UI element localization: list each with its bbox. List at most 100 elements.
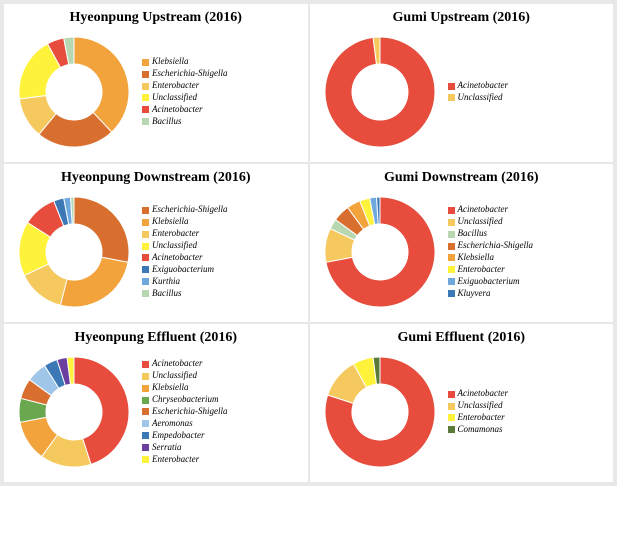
legend-label: Enterobacter [152,229,199,239]
donut-wrap [314,192,440,312]
legend-item: Unclassified [142,241,302,251]
legend-swatch [142,106,149,113]
legend-swatch [142,432,149,439]
panel-gumi-downstream: Gumi Downstream (2016) AcinetobacterUncl… [310,164,614,322]
legend-swatch [142,266,149,273]
donut-wrap [8,352,134,472]
legend-item: Exiguobacterium [142,265,302,275]
donut-slice [74,37,129,132]
legend-label: Bacillus [152,289,182,299]
legend-item: Klebsiella [142,217,302,227]
legend-item: Acinetobacter [142,253,302,263]
legend-label: Kurthia [152,277,180,287]
legend-label: Unclassified [458,401,503,411]
legend-swatch [448,266,455,273]
legend-swatch [142,361,149,368]
legend-item: Acinetobacter [448,389,608,399]
legend-label: Unclassified [458,93,503,103]
legend-label: Enterobacter [458,265,505,275]
legend: Acinetobacter Unclassified [440,81,610,103]
legend-swatch [142,397,149,404]
legend-item: Empedobacter [142,431,302,441]
legend-swatch [448,414,455,421]
donut-wrap [8,192,134,312]
chart-title: Gumi Upstream (2016) [393,10,530,26]
legend: Klebsiella Escherichia-Shigella Enterobact… [134,57,304,126]
legend-swatch [142,231,149,238]
legend-label: Enterobacter [152,81,199,91]
legend: AcinetobacterUnclassifiedBacillusEscheri… [440,205,610,298]
legend-label: Acinetobacter [458,205,508,215]
legend-label: Escherichia-Shigella [152,407,227,417]
legend-label: Enterobacter [152,455,199,465]
legend-swatch [448,219,455,226]
legend-item: Unclassified [142,93,302,103]
legend-swatch [142,444,149,451]
legend-label: Bacillus [458,229,488,239]
legend-swatch [448,207,455,214]
legend-label: Klebsiella [152,57,189,67]
donut-chart [14,352,134,472]
panel-gumi-effluent: Gumi Effluent (2016) AcinetobacterUnclas… [310,324,614,482]
legend-swatch [142,83,149,90]
chart-body: AcinetobacterUnclassifiedBacillusEscheri… [314,192,610,312]
legend-item: Acinetobacter [448,205,608,215]
legend-item: Serratia [142,443,302,453]
legend-item: Enterobacter [142,81,302,91]
legend-label: Acinetobacter [458,81,508,91]
legend-swatch [142,94,149,101]
legend-swatch [448,391,455,398]
legend-label: Enterobacter [458,413,505,423]
legend-item: Escherichia-Shigella [448,241,608,251]
donut-chart [14,32,134,152]
chart-title: Hyeonpung Upstream (2016) [70,10,242,26]
legend-item: Klebsiella [142,383,302,393]
legend-swatch [448,83,455,90]
legend-item: Bacillus [448,229,608,239]
legend-label: Exiguobacterium [152,265,214,275]
legend-swatch [142,278,149,285]
legend-swatch [142,59,149,66]
legend-item: Enterobacter [142,455,302,465]
legend-swatch [448,254,455,261]
chart-body: Klebsiella Escherichia-Shigella Enterobact… [8,32,304,152]
donut-wrap [8,32,134,152]
legend-item: Klebsiella [142,57,302,67]
legend-item: Enterobacter [448,413,608,423]
donut-chart [320,32,440,152]
legend-label: Aeromonas [152,419,193,429]
legend-item: Unclassified [142,371,302,381]
legend-label: Escherichia-Shigella [458,241,533,251]
legend-swatch [142,420,149,427]
legend-label: Acinetobacter [152,105,202,115]
legend-swatch [142,207,149,214]
legend-swatch [142,456,149,463]
legend-swatch [448,426,455,433]
legend: AcinetobacterUnclassifiedKlebsiellaChrys… [134,359,304,464]
panel-hyeonpung-upstream: Hyeonpung Upstream (2016) Klebsiella Esch… [4,4,308,162]
legend-swatch [142,385,149,392]
legend-item: Bacillus [142,289,302,299]
legend-label: Klebsiella [152,217,189,227]
legend-label: Bacillus [152,117,182,127]
legend-item: Klebsiella [448,253,608,263]
legend-label: Escherichia-Shigella [152,205,227,215]
legend-label: Escherichia-Shigella [152,69,227,79]
donut-slice [74,197,129,262]
panel-hyeonpung-effluent: Hyeonpung Effluent (2016) AcinetobacterU… [4,324,308,482]
legend-item: Aeromonas [142,419,302,429]
legend-swatch [448,278,455,285]
legend-item: Comamonas [448,425,608,435]
chart-grid: Hyeonpung Upstream (2016) KlebsiellaEsch… [0,0,617,486]
legend-swatch [142,408,149,415]
donut-slice [60,257,128,307]
legend-item: Enterobacter [448,265,608,275]
legend-swatch [448,290,455,297]
donut-wrap [314,32,440,152]
legend-swatch [142,118,149,125]
legend-label: Exiguobacterium [458,277,520,287]
chart-body: Escherichia-Shigella Klebsiella Enterobact… [8,192,304,312]
legend-item: Acinetobacter [142,105,302,115]
legend-label: Comamonas [458,425,503,435]
donut-wrap [314,352,440,472]
